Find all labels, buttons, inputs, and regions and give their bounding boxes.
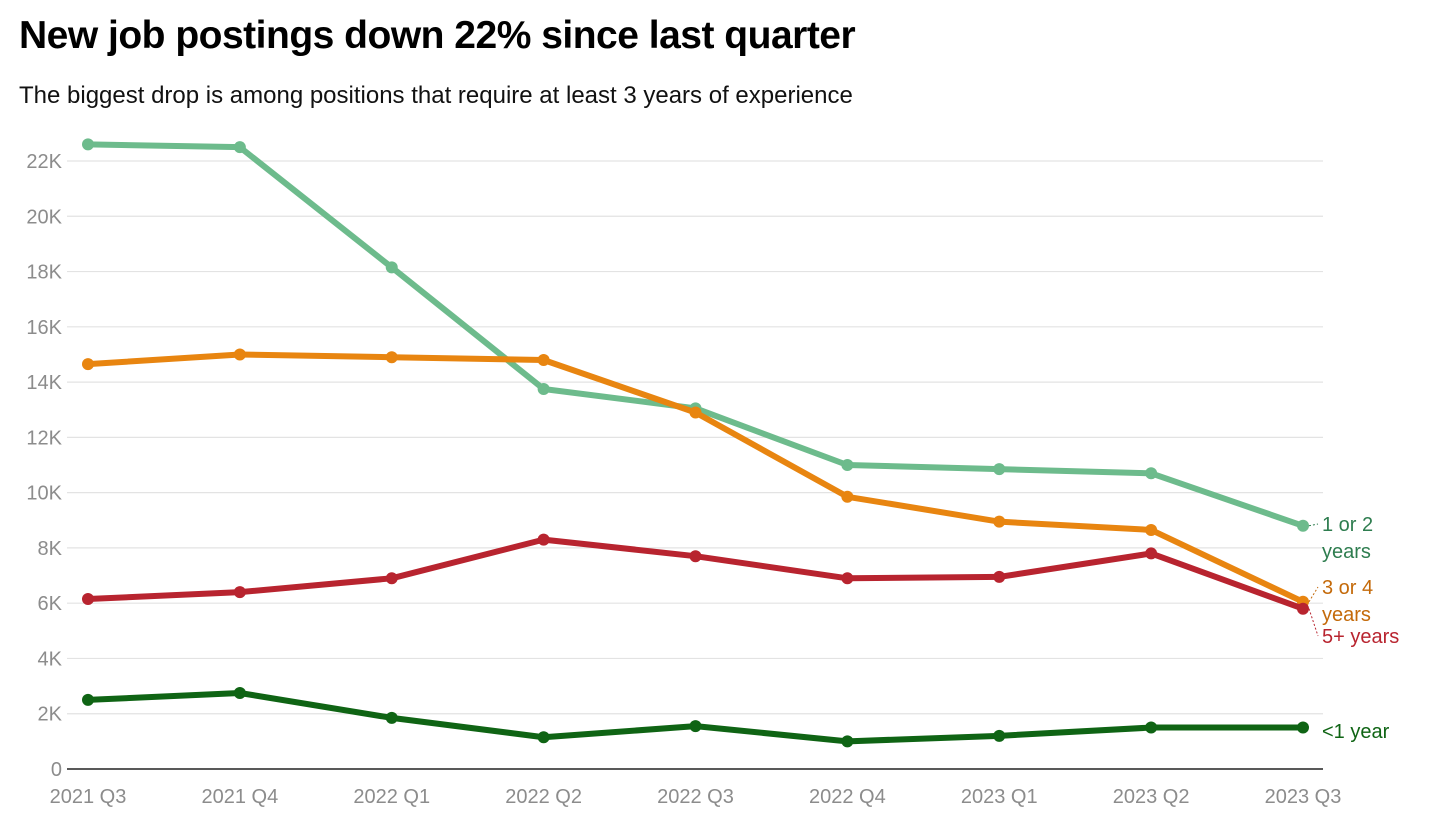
x-tick-label: 2023 Q1 <box>961 786 1038 808</box>
y-tick-label: 18K <box>26 262 62 284</box>
data-point <box>1145 523 1158 536</box>
y-axis-ticks: 0 2K 4K 6K 8K 10K 12K 14K 16K 18K 20K 22K <box>26 151 62 781</box>
y-tick-label: 16K <box>26 317 62 339</box>
chart-title: New job postings down 22% since last qua… <box>19 14 856 57</box>
data-point <box>1297 519 1309 532</box>
data-point <box>993 570 1006 583</box>
series-line <box>85 690 1306 745</box>
x-tick-label: 2022 Q3 <box>657 786 734 808</box>
data-point <box>385 711 398 724</box>
data-point <box>82 693 94 706</box>
data-point <box>537 731 550 744</box>
series-label: 1 or 2 years <box>1322 514 1373 563</box>
y-tick-label: 14K <box>26 372 62 394</box>
data-point <box>233 586 246 599</box>
data-point <box>689 406 702 419</box>
x-tick-label: 2022 Q4 <box>809 786 886 808</box>
series-2 <box>82 533 1309 615</box>
data-point <box>385 351 398 364</box>
y-tick-label: 22K <box>26 151 62 173</box>
gridlines <box>67 160 1323 770</box>
x-tick-label: 2021 Q3 <box>50 786 127 808</box>
x-axis-ticks: 2021 Q3 2021 Q4 2022 Q1 2022 Q2 2022 Q3 2022 … <box>50 786 1342 808</box>
label-leader-line <box>1308 523 1319 527</box>
data-point <box>385 572 398 585</box>
series-label: 3 or 4 years <box>1322 577 1373 626</box>
chart-subtitle: The biggest drop is among positions that… <box>19 82 853 109</box>
data-point <box>841 459 854 471</box>
data-point <box>1145 721 1158 734</box>
data-point <box>1297 721 1309 734</box>
data-point <box>1145 547 1158 560</box>
data-point <box>689 550 702 563</box>
y-tick-label: 6K <box>38 593 63 615</box>
series-1 <box>82 348 1309 608</box>
series-3 <box>82 687 1309 748</box>
data-point <box>537 383 550 395</box>
y-tick-label: 2K <box>38 704 63 726</box>
data-point <box>993 463 1006 476</box>
data-point <box>233 141 246 154</box>
data-point <box>537 353 550 366</box>
y-tick-label: 0 <box>51 759 62 781</box>
data-point <box>537 533 550 546</box>
data-point <box>1145 467 1158 480</box>
series-line <box>85 141 1306 529</box>
data-point <box>993 515 1006 528</box>
x-tick-label: 2023 Q3 <box>1265 786 1342 808</box>
data-point <box>233 348 246 361</box>
series-label: <1 year <box>1322 721 1390 743</box>
x-tick-label: 2022 Q2 <box>505 786 582 808</box>
y-tick-label: 12K <box>26 427 62 449</box>
data-point <box>82 358 94 371</box>
data-point <box>82 593 94 606</box>
data-point <box>385 261 398 274</box>
data-point <box>841 490 854 503</box>
y-tick-label: 20K <box>26 206 62 228</box>
y-tick-label: 8K <box>38 538 63 560</box>
label-leader-line <box>1308 586 1319 603</box>
data-point <box>841 735 854 748</box>
x-tick-label: 2022 Q1 <box>353 786 430 808</box>
series-0 <box>82 138 1309 532</box>
series-label: 5+ years <box>1322 626 1399 648</box>
data-point <box>689 720 702 733</box>
series-line <box>85 536 1306 612</box>
x-tick-label: 2021 Q4 <box>202 786 279 808</box>
data-point <box>233 687 246 699</box>
data-point <box>82 138 94 151</box>
series-lines <box>82 138 1309 748</box>
x-tick-label: 2023 Q2 <box>1113 786 1190 808</box>
data-point <box>1297 602 1309 615</box>
y-tick-label: 4K <box>38 648 63 670</box>
label-leader-line <box>1308 608 1319 637</box>
series-line <box>85 351 1306 605</box>
data-point <box>993 729 1006 742</box>
y-tick-label: 10K <box>26 483 62 505</box>
data-point <box>841 572 854 585</box>
